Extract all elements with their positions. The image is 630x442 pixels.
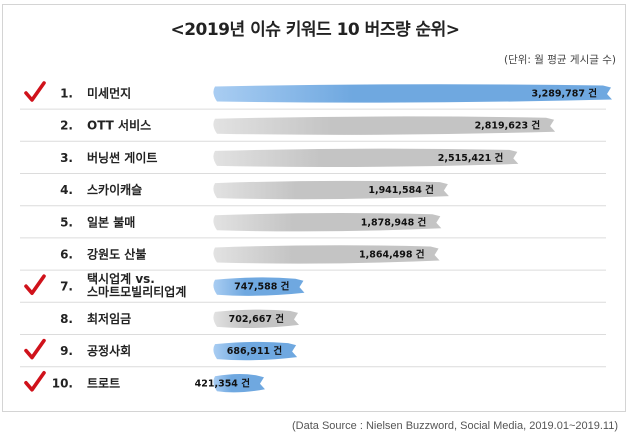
unit-note: (단위: 월 평균 게시글 수) bbox=[503, 54, 616, 66]
value-label: 2,819,623 건 bbox=[475, 120, 541, 132]
bar bbox=[213, 84, 612, 103]
bar bbox=[213, 180, 449, 200]
category-label: 공정사회 bbox=[87, 343, 131, 358]
rank-number: 9. bbox=[60, 344, 73, 358]
category-label: 일본 불매 bbox=[87, 214, 135, 229]
bar bbox=[213, 213, 442, 232]
data-source-note: (Data Source : Nielsen Buzzword, Social … bbox=[291, 420, 618, 432]
rank-number: 3. bbox=[60, 151, 73, 165]
bar bbox=[213, 277, 305, 296]
category-label: 스카이캐슬 bbox=[87, 182, 142, 197]
rank-number: 8. bbox=[60, 312, 73, 326]
bar bbox=[213, 245, 440, 264]
red-checkmark-icon bbox=[24, 338, 46, 360]
bar bbox=[213, 148, 519, 168]
rank-number: 2. bbox=[60, 119, 73, 133]
value-label: 3,289,787 건 bbox=[531, 88, 597, 100]
rank-number: 5. bbox=[60, 215, 73, 229]
category-label: 미세먼지 bbox=[87, 86, 131, 101]
bar bbox=[213, 374, 265, 393]
bar bbox=[213, 116, 556, 135]
category-label: OTT 서비스 bbox=[87, 118, 151, 133]
ranking-bar-chart: 1. 미세먼지 3,289,787 건 2. OTT 서비스 2,819,623 건 3. 버… bbox=[20, 81, 612, 393]
category-label: 강원도 산불 bbox=[87, 247, 146, 262]
value-label: 686,911 건 bbox=[227, 345, 282, 357]
value-label: 702,667 건 bbox=[229, 313, 284, 325]
value-label: 747,588 건 bbox=[234, 281, 289, 293]
bar bbox=[213, 341, 298, 361]
value-label: 1,864,498 건 bbox=[359, 249, 425, 261]
chart-title: <2019년 이슈 키워드 10 버즈량 순위> bbox=[170, 20, 460, 40]
category-label: 버닝썬 게이트 bbox=[87, 150, 157, 165]
red-checkmark-icon bbox=[24, 371, 46, 392]
value-label: 1,878,948 건 bbox=[361, 216, 427, 228]
bar bbox=[213, 309, 300, 329]
rank-number: 10. bbox=[52, 376, 73, 390]
red-checkmark-icon bbox=[24, 274, 46, 295]
red-checkmark-icon bbox=[24, 81, 46, 102]
rank-number: 7. bbox=[60, 280, 73, 294]
category-label: 택시업계 vs. bbox=[87, 271, 155, 286]
value-label: 421,354 건 bbox=[195, 377, 250, 389]
category-label: 트로트 bbox=[87, 376, 120, 390]
category-label: 최저임금 bbox=[87, 311, 131, 326]
chart-frame bbox=[2, 4, 626, 412]
rank-number: 6. bbox=[60, 248, 73, 262]
category-label: 스마트모빌리티업계 bbox=[87, 284, 186, 299]
value-label: 1,941,584 건 bbox=[368, 184, 434, 196]
rank-number: 1. bbox=[60, 87, 73, 101]
value-label: 2,515,421 건 bbox=[438, 152, 504, 164]
rank-number: 4. bbox=[60, 183, 73, 197]
